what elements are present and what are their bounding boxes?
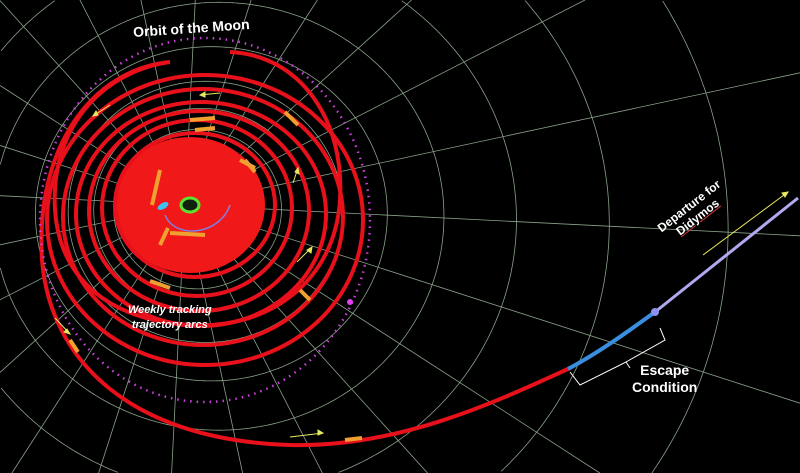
- trajectory-loop: [87, 109, 311, 313]
- escape-bracket: [569, 327, 666, 386]
- direction-arrows: [54, 91, 789, 438]
- escape-point: [651, 308, 659, 316]
- lagrange-marker-icon: [157, 202, 169, 210]
- escape-segment: [567, 310, 657, 371]
- moon-marker: [347, 299, 353, 305]
- grid-radial-line: [184, 204, 601, 473]
- grid-radial-line: [184, 204, 800, 237]
- inner-blue-arc: [164, 204, 231, 232]
- escape-condition-label: Escape Condition: [632, 362, 697, 396]
- grid-ring: [67, 80, 344, 343]
- trajectory-loop: [45, 73, 365, 367]
- grid-ring: [0, 0, 517, 473]
- escape-label-line1: Escape: [640, 362, 690, 378]
- outer-spiral-trajectory: [39, 50, 571, 448]
- earth-icon: [179, 196, 201, 214]
- weekly-label-line2: trajectory arcs: [131, 319, 208, 331]
- weekly-tracking-label: Weekly tracking trajectory arcs: [128, 303, 212, 333]
- trajectory-loop: [113, 131, 277, 279]
- tracking-arcs: [68, 110, 363, 442]
- moon-orbit: [38, 36, 372, 404]
- escape-label-line2: Condition: [632, 379, 698, 395]
- departure-segment: [654, 196, 799, 314]
- grid-ring: [35, 46, 388, 382]
- grid-ring: [500, 0, 610, 472]
- trajectory-loop: [61, 87, 345, 347]
- grid-ring: [651, 0, 729, 473]
- weekly-label-line1: Weekly tracking: [128, 304, 212, 316]
- grid-ring: [0, 1, 445, 431]
